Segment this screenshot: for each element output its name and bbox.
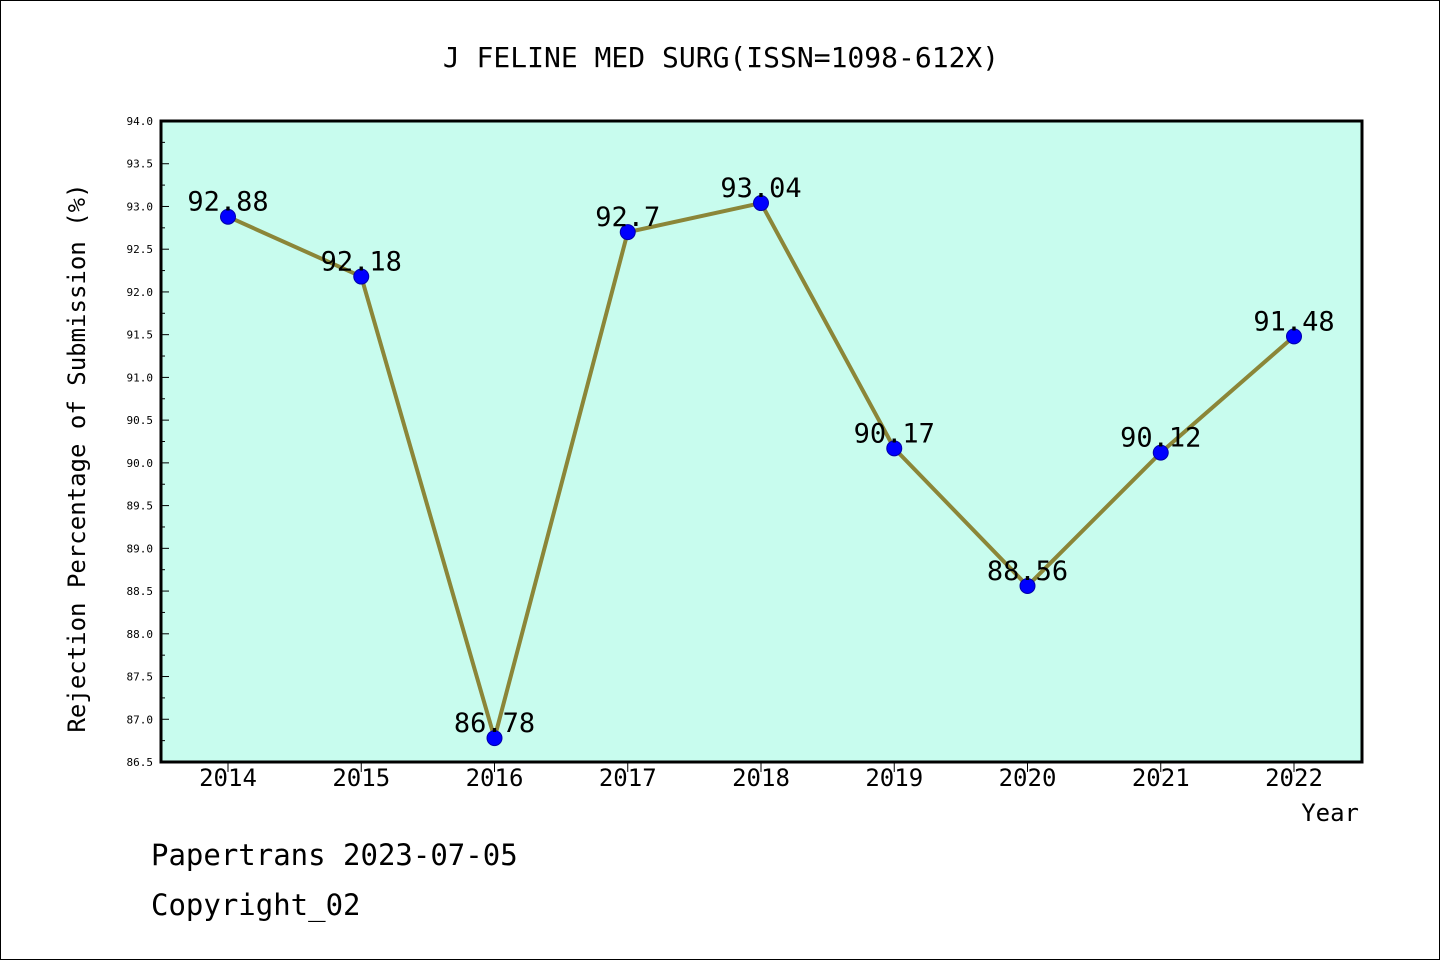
x-tick-label: 2019: [865, 764, 923, 792]
y-tick-label: 92.5: [127, 243, 154, 256]
data-label: 86.78: [454, 708, 535, 739]
x-tick-label: 2020: [999, 764, 1057, 792]
y-tick-label: 90.0: [127, 457, 154, 470]
y-tick-label: 86.5: [127, 756, 154, 769]
data-label: 90.17: [854, 418, 935, 449]
series: [220, 195, 1302, 747]
data-label: 91.48: [1253, 306, 1334, 337]
plot-area: [159, 119, 1364, 764]
data-label: 88.56: [987, 556, 1068, 587]
data-label: 92.18: [321, 247, 402, 278]
footer-copyright: Copyright_02: [151, 888, 361, 923]
data-point: [1286, 328, 1302, 345]
data-label: 92.7: [595, 202, 660, 233]
x-axis-label: Year: [1301, 799, 1359, 827]
y-tick-label: 91.0: [127, 371, 154, 384]
data-point: [353, 268, 370, 285]
data-point: [1152, 444, 1169, 461]
y-axis: 86.5 87.0 87.5 88.0 88.5 89.0 89.5 90.0 90.5 91.0…: [127, 115, 169, 769]
y-tick-label: 88.0: [127, 628, 154, 641]
x-tick-label: 2017: [599, 764, 657, 792]
y-tick-label: 93.5: [127, 158, 154, 171]
footer-date: Papertrans 2023-07-05: [151, 838, 518, 872]
data-point: [486, 730, 503, 747]
x-tick-label: 2018: [732, 764, 790, 792]
x-tick-label: 2015: [332, 764, 390, 792]
data-point: [1019, 577, 1036, 594]
data-label: 92.88: [187, 187, 268, 218]
x-tick-label: 2022: [1265, 764, 1323, 792]
y-tick-label: 87.5: [127, 671, 154, 684]
data-labels: 92.88 92.18 86.78 92.7 93.04 90.17 88.56 90.12 9…: [187, 173, 1334, 739]
x-tick-label: 2016: [466, 764, 524, 792]
y-tick-label: 91.5: [127, 329, 154, 342]
y-axis-label: Rejection Percentage of Submission (%): [63, 183, 91, 732]
y-tick-label: 89.5: [127, 500, 154, 513]
x-tick-label: 2014: [199, 764, 257, 792]
y-tick-label: 89.0: [127, 542, 154, 555]
x-tick-label: 2021: [1132, 764, 1190, 792]
y-tick-label: 87.0: [127, 713, 154, 726]
y-tick-label: 88.5: [127, 585, 154, 598]
x-axis: 2014 2015 2016 2017 2018 2019 2020 2021 2022: [199, 762, 1323, 792]
data-point: [886, 440, 903, 457]
data-point: [619, 224, 636, 241]
y-tick-label: 93.0: [127, 200, 154, 213]
data-point: [220, 208, 236, 225]
data-label: 90.12: [1120, 423, 1201, 454]
y-tick-label: 92.0: [127, 286, 154, 299]
data-label: 93.04: [720, 173, 801, 204]
y-tick-label: 94.0: [127, 115, 154, 128]
chart-title: J FELINE MED SURG(ISSN=1098-612X): [443, 41, 999, 74]
y-tick-label: 90.5: [127, 414, 154, 427]
data-point: [753, 195, 769, 212]
